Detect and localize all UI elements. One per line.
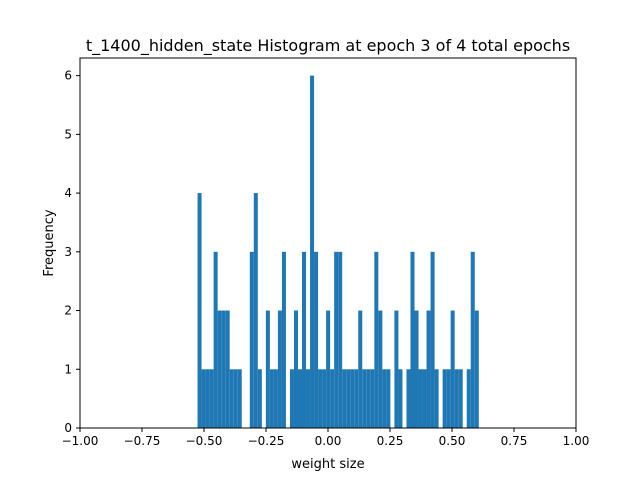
histogram-bar	[418, 369, 423, 428]
histogram-bar	[326, 310, 331, 428]
histogram-bar	[378, 310, 383, 428]
histogram-bar	[322, 369, 327, 428]
histogram-bar	[330, 369, 335, 428]
histogram-bar	[354, 369, 359, 428]
histogram-bar	[406, 369, 411, 428]
histogram-bar	[386, 369, 391, 428]
bars-group	[197, 75, 479, 428]
histogram-bar	[253, 193, 258, 428]
histogram-bar	[197, 193, 202, 428]
histogram-bar	[454, 369, 459, 428]
x-tick-label: −0.50	[186, 434, 223, 448]
histogram-bar	[458, 369, 463, 428]
histogram-bar	[370, 369, 375, 428]
histogram-bar	[209, 369, 214, 428]
x-tick-label: −0.75	[124, 434, 161, 448]
histogram-bar	[281, 251, 286, 428]
histogram-bar	[314, 251, 319, 428]
histogram-bar	[306, 369, 311, 428]
histogram-bar	[257, 369, 262, 428]
histogram-bar	[398, 369, 403, 428]
x-tick-label: 1.00	[563, 434, 590, 448]
histogram-bar	[225, 310, 230, 428]
y-tick-label: 6	[64, 69, 72, 83]
histogram-bar	[205, 369, 210, 428]
histogram-bar	[277, 310, 282, 428]
histogram-bar	[362, 369, 367, 428]
x-axis-ticks: −1.00 −0.75 −0.50 −0.25 0.00 0.25 0.50 0.75 1.00	[62, 428, 590, 448]
histogram-bar	[201, 369, 206, 428]
histogram-bar	[410, 251, 415, 428]
histogram-bar	[293, 310, 298, 428]
histogram-bar	[394, 310, 399, 428]
x-tick-label: 0.25	[377, 434, 404, 448]
histogram-bar	[414, 310, 419, 428]
histogram-bar	[297, 369, 303, 428]
y-tick-label: 1	[64, 362, 72, 376]
x-tick-label: 0.50	[439, 434, 466, 448]
x-tick-label: 0.00	[315, 434, 342, 448]
y-tick-label: 5	[64, 127, 72, 141]
histogram-bar	[426, 310, 431, 428]
histogram-bar	[237, 369, 242, 428]
histogram-bar	[430, 251, 435, 428]
histogram-bar	[350, 369, 355, 428]
histogram-bar	[466, 369, 471, 428]
histogram-bar	[442, 369, 447, 428]
histogram-bar	[273, 369, 278, 428]
histogram-bar	[422, 369, 427, 428]
histogram-bar	[217, 310, 222, 428]
histogram-bar	[474, 310, 479, 428]
histogram-bar	[434, 369, 439, 428]
histogram-bar	[366, 369, 371, 428]
y-tick-label: 3	[64, 245, 72, 259]
y-tick-label: 4	[64, 186, 72, 200]
histogram-bar	[470, 251, 475, 428]
histogram-bar	[233, 369, 238, 428]
y-tick-label: 0	[64, 421, 72, 435]
histogram-bar	[318, 369, 323, 428]
histogram-bar	[302, 251, 307, 428]
histogram-bar	[269, 369, 274, 428]
histogram-bar	[446, 369, 451, 428]
histogram-bar	[334, 251, 339, 428]
x-tick-label: −1.00	[62, 434, 99, 448]
histogram-bar	[249, 251, 254, 428]
histogram-bar	[450, 310, 455, 428]
histogram-bar	[221, 310, 226, 428]
histogram-bar	[374, 251, 379, 428]
histogram-bar	[382, 369, 387, 428]
y-axis-label: Frequency	[42, 209, 57, 276]
x-tick-label: 0.75	[501, 434, 528, 448]
histogram-bar	[310, 75, 315, 428]
histogram-bar	[342, 369, 347, 428]
chart-title: t_1400_hidden_state Histogram at epoch 3…	[86, 36, 570, 56]
histogram-bar	[289, 369, 294, 428]
y-tick-label: 2	[64, 304, 72, 318]
x-tick-label: −0.25	[248, 434, 285, 448]
x-axis-label: weight size	[291, 457, 364, 472]
y-axis-ticks: 0 1 2 3 4 5 6	[64, 69, 80, 435]
histogram-bar	[213, 251, 218, 428]
histogram-bar	[265, 310, 270, 428]
histogram-bar	[229, 369, 234, 428]
histogram-bar	[346, 369, 351, 428]
histogram-bar	[338, 251, 343, 428]
histogram-bar	[358, 310, 363, 428]
